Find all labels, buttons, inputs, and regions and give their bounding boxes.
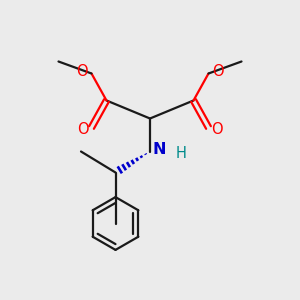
Text: O: O (76, 64, 88, 79)
Text: N: N (152, 142, 166, 157)
Text: O: O (77, 122, 89, 136)
Text: H: H (176, 146, 187, 160)
Text: O: O (211, 122, 223, 136)
Text: O: O (212, 64, 224, 79)
